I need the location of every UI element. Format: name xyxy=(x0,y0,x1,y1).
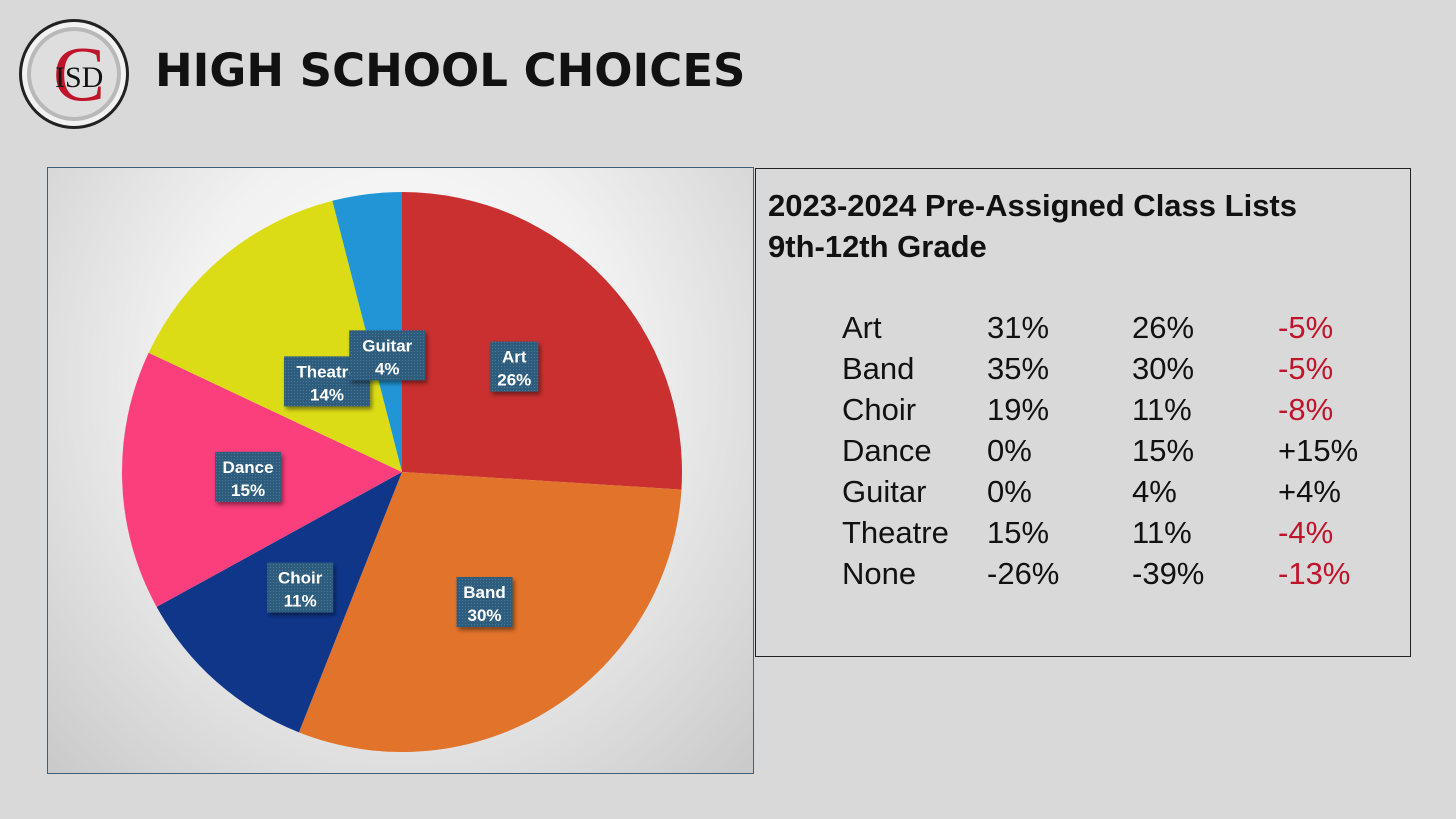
row-change: -13% xyxy=(1278,556,1351,591)
data-label-value: 14% xyxy=(310,385,344,404)
row-value-2: 4% xyxy=(1132,474,1177,509)
row-name: Dance xyxy=(842,433,932,468)
row-value-1: -26% xyxy=(987,556,1060,591)
row-name: Guitar xyxy=(842,474,927,509)
table-title-line1: 2023-2024 Pre-Assigned Class Lists xyxy=(768,188,1297,223)
row-value-1: 15% xyxy=(987,515,1050,550)
table-title: 2023-2024 Pre-Assigned Class Lists 9th-1… xyxy=(768,185,1297,267)
data-label-name: Art xyxy=(502,348,527,367)
data-label-name: Guitar xyxy=(362,336,412,355)
data-label-name: Choir xyxy=(278,569,323,588)
pie-slice-art xyxy=(402,192,683,490)
pie-chart: Art 26% Band 30% Choir 11% Dance 15% Theatre 14% G… xyxy=(121,192,683,752)
row-value-2: 11% xyxy=(1132,515,1192,550)
row-change: -5% xyxy=(1278,310,1334,345)
logo-text: ISD xyxy=(55,61,103,94)
data-label-box xyxy=(215,451,282,502)
data-label-value: 4% xyxy=(375,359,400,378)
data-label-value: 15% xyxy=(231,481,265,500)
row-value-1: 31% xyxy=(987,310,1050,345)
class-list-table-panel: 2023-2024 Pre-Assigned Class Lists 9th-1… xyxy=(755,168,1411,657)
logo-letter: C xyxy=(53,30,105,117)
data-label-value: 30% xyxy=(468,606,502,625)
row-value-2: 11% xyxy=(1132,392,1192,427)
row-value-2: 30% xyxy=(1132,351,1195,386)
row-change: -4% xyxy=(1278,515,1334,550)
row-value-2: -39% xyxy=(1132,556,1205,591)
row-value-1: 19% xyxy=(987,392,1050,427)
data-label-choir: Choir 11% xyxy=(267,562,334,613)
row-change: -5% xyxy=(1278,351,1334,386)
page-title: HIGH SCHOOL CHOICES xyxy=(155,44,746,97)
cisd-logo: C ISD xyxy=(17,17,131,131)
data-label-value: 26% xyxy=(497,371,531,390)
row-change: +4% xyxy=(1278,474,1341,509)
data-label-value: 11% xyxy=(284,592,317,611)
table-title-line2: 9th-12th Grade xyxy=(768,229,987,264)
pie-chart-panel: Art 26% Band 30% Choir 11% Dance 15% Theatre 14% G… xyxy=(47,167,754,774)
data-label-art: Art 26% xyxy=(490,341,539,392)
data-label-name: Theatre xyxy=(296,362,357,381)
row-value-2: 15% xyxy=(1132,433,1195,468)
data-label-box xyxy=(490,341,539,392)
row-name: None xyxy=(842,556,917,591)
data-label-box xyxy=(456,577,513,628)
row-name: Theatre xyxy=(842,515,949,550)
data-label-guitar: Guitar 4% xyxy=(349,330,426,381)
row-value-1: 0% xyxy=(987,433,1032,468)
data-label-band: Band 30% xyxy=(456,577,513,628)
row-value-1: 35% xyxy=(987,351,1050,386)
data-label-name: Dance xyxy=(223,458,274,477)
row-value-1: 0% xyxy=(987,474,1032,509)
row-name: Choir xyxy=(842,392,917,427)
row-change: +15% xyxy=(1278,433,1359,468)
data-label-box xyxy=(349,330,426,381)
row-name: Band xyxy=(842,351,915,386)
row-name: Art xyxy=(842,310,882,345)
data-label-name: Band xyxy=(463,583,506,602)
data-label-box xyxy=(267,562,334,613)
row-value-2: 26% xyxy=(1132,310,1195,345)
row-change: -8% xyxy=(1278,392,1334,427)
data-label-dance: Dance 15% xyxy=(215,451,282,502)
